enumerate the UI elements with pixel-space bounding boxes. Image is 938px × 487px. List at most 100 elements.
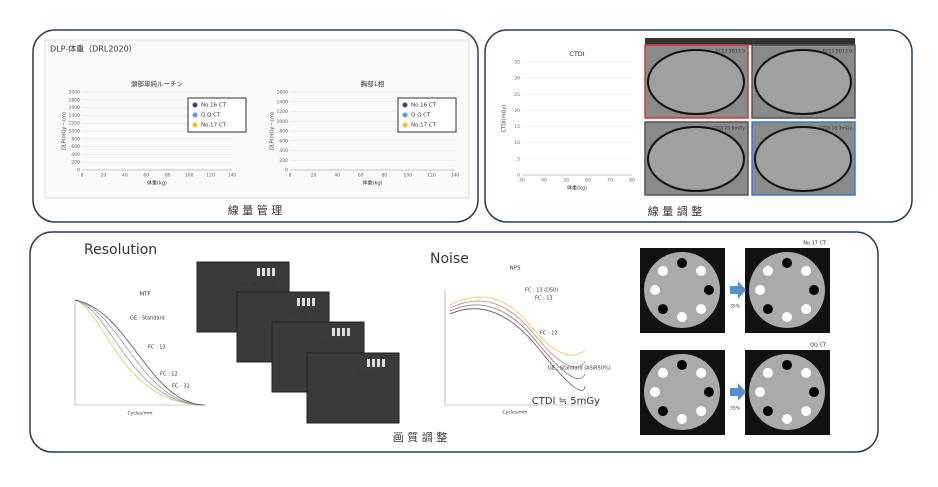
tick-label: 80: [629, 178, 635, 184]
legend-label: No.17 CT: [201, 123, 227, 129]
note: CTDI ≒ 5mGy: [532, 396, 600, 407]
arrow: [730, 383, 746, 401]
section-label: 線 量 調 整: [648, 204, 703, 218]
insert: [677, 414, 687, 424]
tick-label: 120: [206, 173, 215, 179]
tick-label: 10: [514, 140, 520, 146]
tick-label: 140: [451, 173, 460, 179]
insert: [762, 265, 773, 276]
image-label: FC : 13: [323, 342, 341, 348]
insert: [677, 360, 687, 370]
legend-label: No.17 CT: [411, 123, 437, 129]
tick-label: 1200: [277, 109, 289, 115]
curve-label: GE : Standard (ASiR50%): [548, 366, 611, 372]
bar-pattern: [307, 298, 310, 306]
image-label: FC13 SD13.5: [716, 49, 745, 55]
insert: [782, 258, 792, 268]
insert: [762, 304, 773, 315]
bar-pattern: [342, 328, 345, 336]
tick-label: 0: [289, 173, 292, 179]
insert: [696, 304, 707, 315]
curve: [74, 299, 206, 406]
tick-label: 200: [71, 160, 80, 166]
tick-label: 1000: [69, 129, 81, 135]
insert: [657, 406, 668, 417]
tick-label: 0: [77, 168, 80, 174]
insert: [755, 285, 765, 295]
insert: [657, 265, 668, 276]
tick-label: 600: [71, 144, 80, 150]
axis-label: Cycles/mm: [128, 411, 153, 417]
legend-dot: [402, 102, 408, 108]
legend-label: Q Q CT: [411, 113, 431, 119]
section-label: 線 量 管 理: [228, 203, 283, 217]
curve-label: FC : 13: [148, 345, 166, 351]
tick-label: 200: [279, 158, 288, 164]
legend-dot: [402, 112, 408, 118]
image-label: CTDI 18.3mGy: [819, 126, 852, 132]
tick-label: 0: [285, 168, 288, 174]
axis-label: DLP(mGy・cm): [62, 112, 68, 150]
insert: [809, 285, 819, 295]
image: [420, 246, 610, 421]
legend-dot: [192, 102, 198, 108]
tick-label: 40: [334, 173, 340, 179]
bar-pattern: [302, 298, 305, 306]
tick-label: 0: [517, 173, 520, 179]
resolution-image: [306, 352, 400, 424]
insert: [762, 406, 773, 417]
tick-label: 140: [228, 173, 237, 179]
title: Resolution: [84, 242, 157, 258]
tick-label: 1600: [277, 90, 289, 96]
legend-label: Q Q CT: [201, 113, 221, 119]
header-bar: [645, 38, 855, 45]
tick-label: 30: [514, 76, 520, 82]
curve: [449, 304, 586, 379]
legend-label: No.16 CT: [411, 103, 437, 109]
insert: [704, 387, 714, 397]
title: DLP-体重（DRL2020）: [50, 44, 137, 54]
chart-title: 胸部1相: [361, 79, 385, 88]
insert: [696, 265, 707, 276]
bar-pattern: [382, 359, 385, 367]
curve-label: FC : 12: [540, 331, 558, 337]
bar-pattern: [257, 268, 260, 276]
tick-label: 20: [101, 173, 107, 179]
chart-image: [505, 42, 640, 197]
axis-label: CTDI(mGy): [502, 105, 508, 133]
bar-pattern: [267, 268, 270, 276]
tick-label: 800: [71, 136, 80, 142]
insert: [762, 367, 773, 378]
arrow-label: 35%: [730, 406, 741, 412]
tick-label: 40: [541, 178, 547, 184]
insert: [782, 414, 792, 424]
image-label: FC : 13: [288, 312, 306, 318]
tick-label: 100: [404, 173, 413, 179]
insert: [801, 367, 812, 378]
legend-dot: [192, 122, 198, 128]
curve: [74, 299, 206, 406]
curve-label: FC : 32: [172, 384, 190, 390]
curve: [449, 296, 586, 356]
axis-label: 体重(kg): [363, 180, 383, 187]
tick-label: 80: [381, 173, 387, 179]
insert: [650, 285, 660, 295]
insert: [809, 387, 819, 397]
tick-label: 1400: [69, 113, 81, 119]
tick-label: 1600: [69, 105, 81, 111]
bar-pattern: [372, 359, 375, 367]
curve-label: FC : 13: [535, 296, 553, 302]
tick-label: 400: [279, 148, 288, 154]
insert: [696, 367, 707, 378]
section-label: 画 質 調 整: [393, 430, 448, 444]
tick-label: 15: [514, 124, 520, 130]
tick-label: 1000: [277, 119, 289, 125]
curve-label: GE : Standard: [130, 316, 165, 322]
arrow: [730, 281, 746, 299]
legend-dot: [402, 122, 408, 128]
tick-label: 40: [122, 173, 128, 179]
tick-label: 5: [517, 156, 520, 162]
insert: [696, 406, 707, 417]
image-title: QQ CT: [810, 343, 827, 349]
